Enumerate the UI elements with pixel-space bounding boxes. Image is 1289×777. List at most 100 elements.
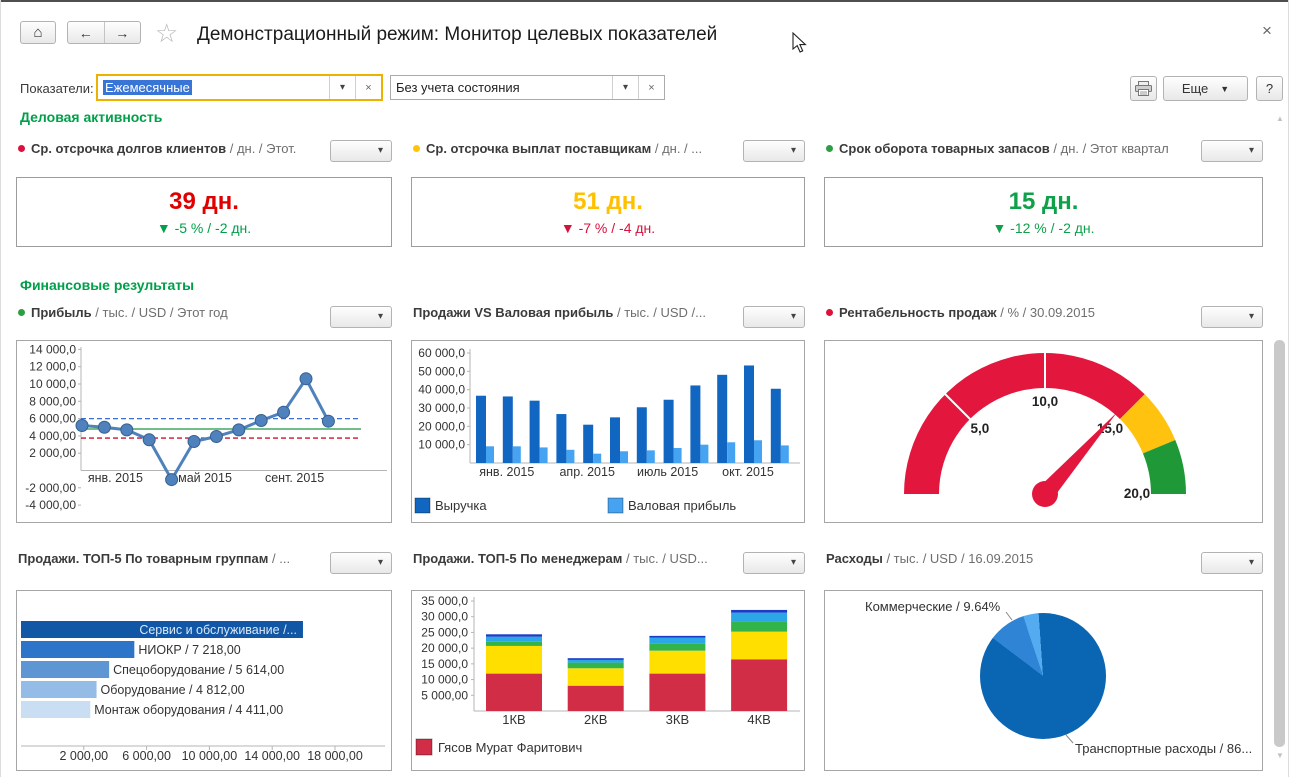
kpi-period-dropdown[interactable]: ▾ bbox=[1201, 140, 1263, 162]
more-button[interactable]: Еще ▼ bbox=[1163, 76, 1248, 101]
chevron-down-icon: ▾ bbox=[790, 311, 796, 322]
svg-text:10 000,00: 10 000,00 bbox=[182, 749, 238, 763]
chart-top5-managers: 35 000,0 30 000,0 25 000,0 20 000,0 15 000,0… bbox=[411, 590, 805, 771]
kpi-period-dropdown[interactable]: ▾ bbox=[743, 140, 805, 162]
svg-text:2КВ: 2КВ bbox=[584, 712, 607, 727]
svg-text:20 000,0: 20 000,0 bbox=[421, 641, 468, 655]
chevron-down-icon[interactable]: ▾ bbox=[339, 82, 346, 93]
print-icon bbox=[1135, 81, 1152, 96]
svg-text:Транспортные расходы / 86...: Транспортные расходы / 86... bbox=[1075, 741, 1252, 756]
period-combobox[interactable]: Ежемесячные ▾ × bbox=[96, 74, 383, 101]
svg-text:3КВ: 3КВ bbox=[666, 712, 689, 727]
chevron-down-icon: ▾ bbox=[377, 311, 383, 322]
status-bullet-icon bbox=[826, 309, 833, 316]
svg-text:Гясов Мурат Фаритович: Гясов Мурат Фаритович bbox=[438, 740, 582, 755]
history-nav: ← → bbox=[67, 21, 141, 44]
svg-text:июль 2015: июль 2015 bbox=[637, 465, 698, 479]
chart-expenses-pie: Коммерческие / 9.64% Транспортные расходы… bbox=[824, 590, 1263, 771]
chart-period-dropdown[interactable]: ▾ bbox=[330, 306, 392, 328]
kpi-delta: ▼ -7 % / -4 дн. bbox=[560, 220, 656, 236]
chevron-down-icon: ▾ bbox=[377, 557, 383, 568]
kpi-delta: ▼ -5 % / -2 дн. bbox=[156, 220, 252, 236]
svg-text:50 000,0: 50 000,0 bbox=[418, 364, 465, 378]
svg-text:окт. 2015: окт. 2015 bbox=[722, 465, 774, 479]
chart-profit-line: 14 000,0 12 000,0 10 000,0 8 000,00 6 000,00… bbox=[16, 340, 392, 523]
status-bullet-icon bbox=[18, 309, 25, 316]
kpi-period-dropdown[interactable]: ▾ bbox=[330, 140, 392, 162]
svg-text:1КВ: 1КВ bbox=[502, 712, 525, 727]
home-button[interactable]: ⌂ bbox=[20, 21, 56, 44]
svg-text:10 000,0: 10 000,0 bbox=[418, 438, 465, 452]
svg-text:-4 000,00: -4 000,00 bbox=[25, 498, 76, 512]
clear-icon[interactable]: × bbox=[648, 81, 655, 94]
state-combobox-value: Без учета состояния bbox=[396, 80, 520, 95]
svg-text:15,0: 15,0 bbox=[1097, 421, 1123, 436]
chart-title: Прибыль / тыс. / USD / Этот год bbox=[18, 305, 228, 320]
period-combobox-value: Ежемесячные bbox=[103, 80, 192, 95]
chart-period-dropdown[interactable]: ▾ bbox=[743, 306, 805, 328]
help-button-label: ? bbox=[1265, 81, 1274, 96]
svg-text:10,0: 10,0 bbox=[1032, 394, 1058, 409]
kpi-delta: ▼ -12 % / -2 дн. bbox=[992, 220, 1095, 236]
back-button[interactable]: ← bbox=[68, 22, 104, 43]
svg-text:6 000,00: 6 000,00 bbox=[29, 412, 76, 426]
close-icon[interactable]: × bbox=[1262, 21, 1272, 40]
forward-button[interactable]: → bbox=[105, 22, 141, 43]
window-top-border bbox=[0, 0, 1289, 2]
scroll-up-icon[interactable]: ▲ bbox=[1276, 114, 1284, 123]
svg-text:60 000,0: 60 000,0 bbox=[418, 346, 465, 360]
svg-text:30 000,0: 30 000,0 bbox=[418, 401, 465, 415]
svg-text:май 2015: май 2015 bbox=[178, 471, 232, 485]
print-button[interactable] bbox=[1130, 76, 1157, 101]
svg-text:10 000,0: 10 000,0 bbox=[421, 673, 468, 687]
chart-period-dropdown[interactable]: ▾ bbox=[330, 552, 392, 574]
svg-text:6 000,00: 6 000,00 bbox=[122, 749, 171, 763]
svg-text:янв. 2015: янв. 2015 bbox=[479, 465, 534, 479]
sales-bars-svg: 60 000,0 50 000,0 40 000,0 30 000,0 20 000,0… bbox=[414, 346, 800, 514]
chart-period-dropdown[interactable]: ▾ bbox=[1201, 552, 1263, 574]
chart-title: Продажи. ТОП-5 По менеджерам / тыс. / US… bbox=[413, 551, 708, 566]
chart-profitability-gauge: 5,0 10,0 15,0 20,0 bbox=[824, 340, 1263, 523]
top5-managers-svg: 35 000,0 30 000,025 000,0 20 000,0 15 000,0… bbox=[415, 594, 800, 756]
svg-text:12 000,0: 12 000,0 bbox=[29, 360, 76, 374]
vertical-scrollbar-thumb[interactable] bbox=[1274, 340, 1285, 747]
chevron-down-icon: ▾ bbox=[1248, 557, 1254, 568]
svg-text:15 000,0: 15 000,0 bbox=[421, 657, 468, 671]
chart-title: Продажи VS Валовая прибыль / тыс. / USD … bbox=[413, 305, 706, 320]
more-button-label: Еще bbox=[1181, 81, 1209, 96]
state-combobox[interactable]: Без учета состояния ▾ × bbox=[390, 75, 665, 100]
favorite-star-icon[interactable]: ☆ bbox=[155, 18, 179, 48]
svg-text:30 000,0: 30 000,0 bbox=[421, 610, 468, 624]
svg-text:10 000,0: 10 000,0 bbox=[29, 377, 76, 391]
chart-title: Расходы / тыс. / USD / 16.09.2015 bbox=[826, 551, 1034, 566]
window-left-border bbox=[0, 0, 1, 777]
svg-text:Выручка: Выручка bbox=[435, 498, 487, 513]
svg-text:янв. 2015: янв. 2015 bbox=[88, 471, 143, 485]
svg-text:2 000,00: 2 000,00 bbox=[59, 749, 108, 763]
mouse-cursor bbox=[792, 32, 807, 53]
kpi-title: Срок оборота товарных запасов / дн. / Эт… bbox=[826, 141, 1169, 156]
forward-arrow-icon: → bbox=[115, 24, 130, 41]
chart-period-dropdown[interactable]: ▾ bbox=[1201, 306, 1263, 328]
chart-top5-groups: Сервис и обслуживание /... НИОКР / 7 218,… bbox=[16, 590, 392, 771]
svg-text:18 000,00: 18 000,00 bbox=[307, 749, 363, 763]
svg-text:20 000,0: 20 000,0 bbox=[418, 419, 465, 433]
chevron-down-icon: ▾ bbox=[790, 557, 796, 568]
clear-icon[interactable]: × bbox=[365, 81, 372, 94]
chart-title: Продажи. ТОП-5 По товарным группам / ... bbox=[18, 551, 291, 566]
svg-text:-2 000,00: -2 000,00 bbox=[25, 481, 76, 495]
chart-period-dropdown[interactable]: ▾ bbox=[743, 552, 805, 574]
scroll-down-icon[interactable]: ▼ bbox=[1276, 751, 1284, 760]
kpi-value: 15 дн. bbox=[1008, 188, 1079, 215]
help-button[interactable]: ? bbox=[1256, 76, 1283, 101]
svg-text:4КВ: 4КВ bbox=[747, 712, 770, 727]
top5-groups-svg: Сервис и обслуживание /... НИОКР / 7 218,… bbox=[21, 621, 385, 763]
svg-text:14 000,00: 14 000,00 bbox=[244, 749, 300, 763]
gauge-svg: 5,0 10,0 15,0 20,0 bbox=[904, 352, 1186, 507]
chevron-down-icon[interactable]: ▾ bbox=[622, 82, 629, 93]
nav-divider bbox=[103, 22, 105, 43]
chart-title: Рентабельность продаж / % / 30.09.2015 bbox=[826, 305, 1095, 320]
svg-text:Спецоборудование / 5 614,00: Спецоборудование / 5 614,00 bbox=[113, 663, 284, 677]
svg-text:25 000,0: 25 000,0 bbox=[421, 625, 468, 639]
section-heading-financial: Финансовые результаты bbox=[20, 277, 195, 293]
